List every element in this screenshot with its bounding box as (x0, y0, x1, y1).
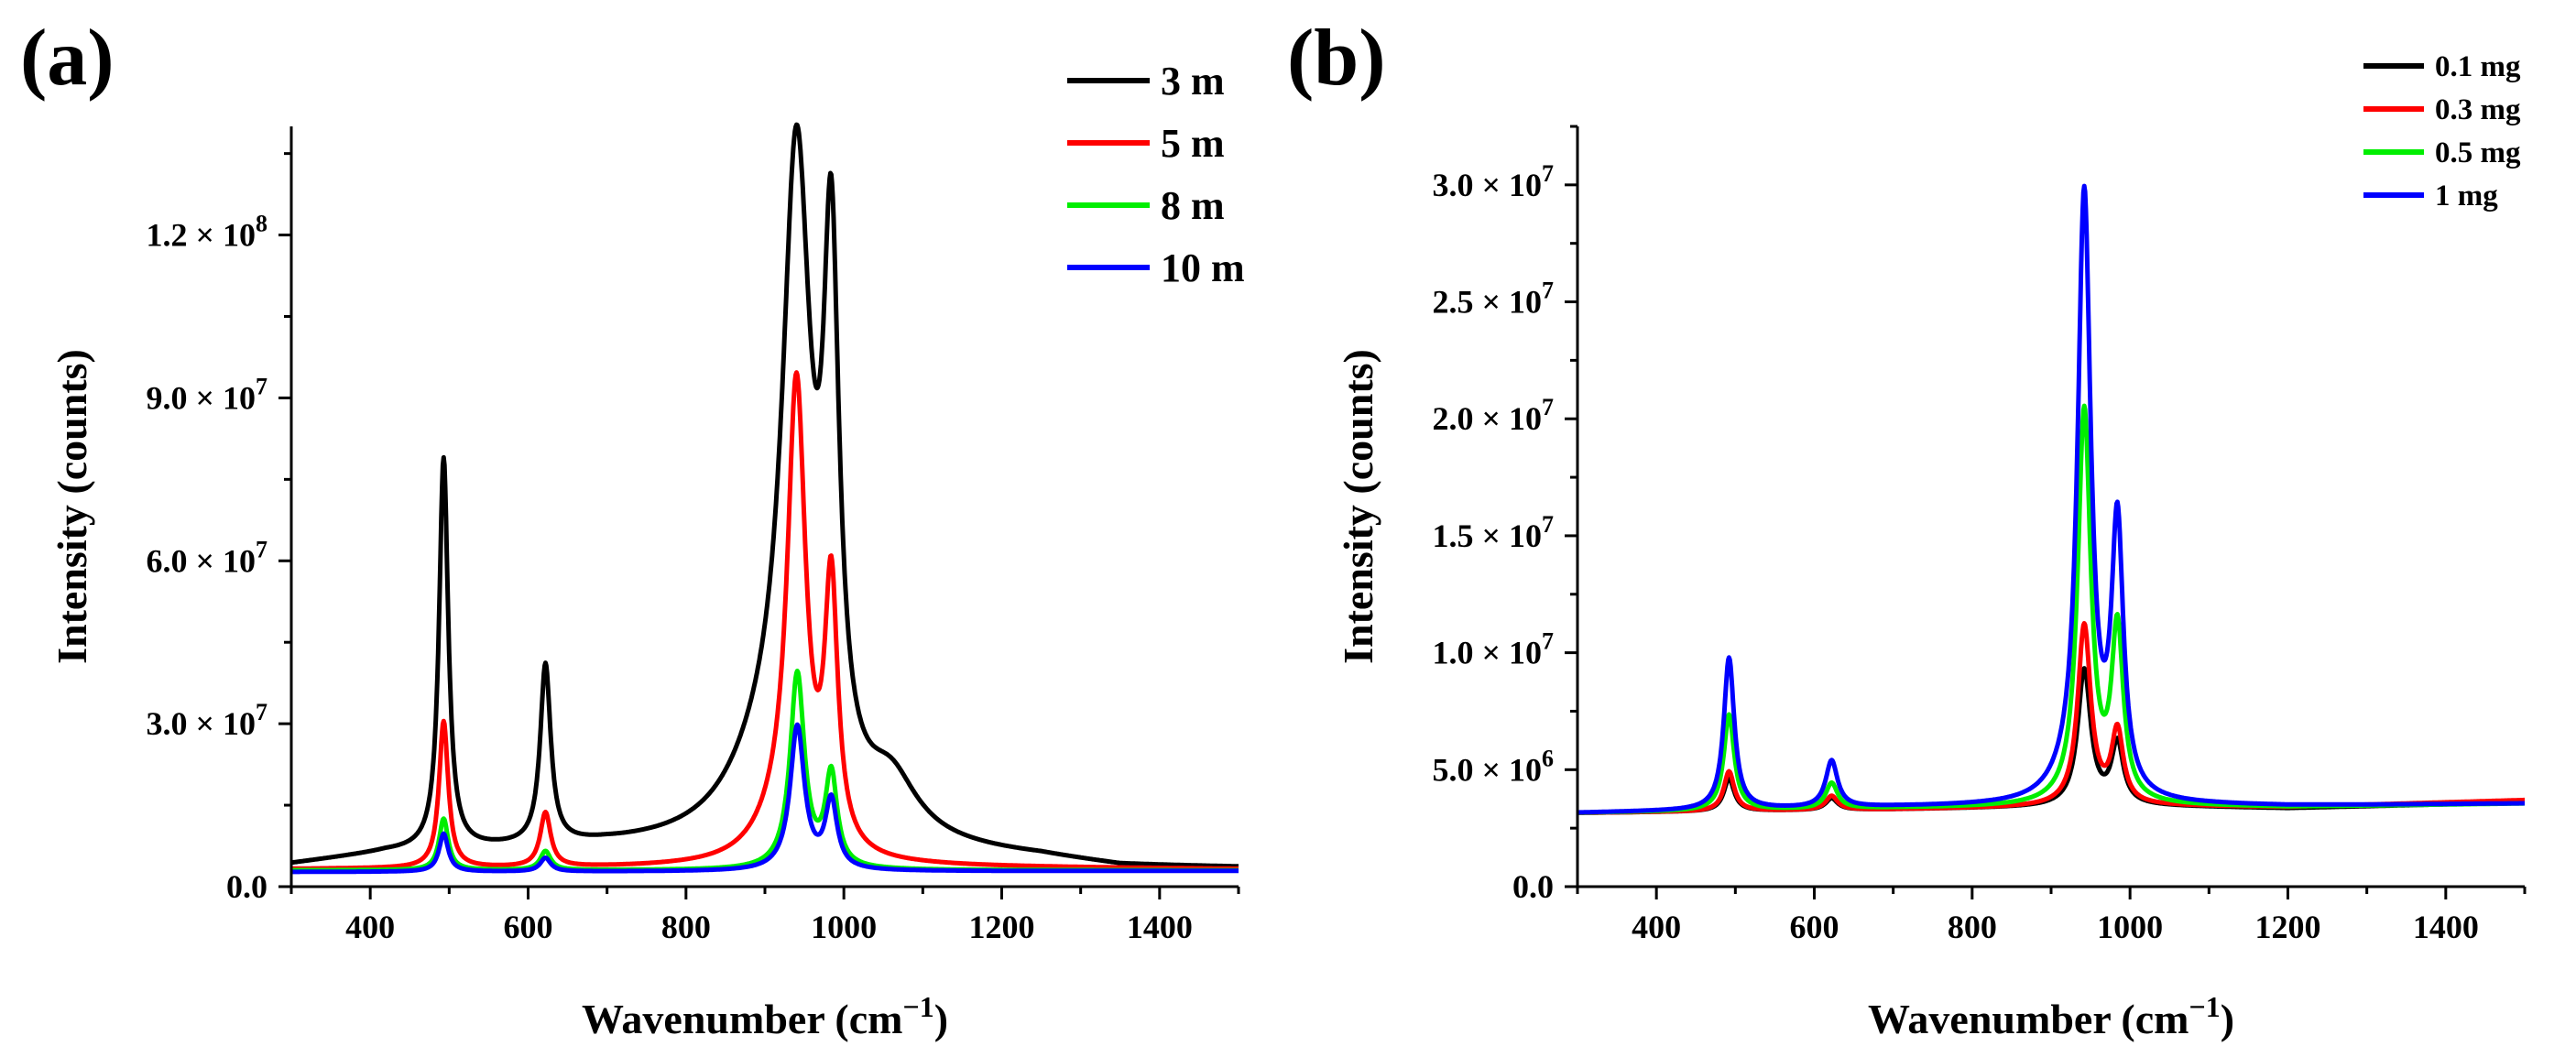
legend-label: 0.3 mg (2435, 93, 2521, 126)
y-tick-exponent: 7 (1542, 160, 1554, 187)
x-tick-label: 1400 (1127, 909, 1193, 945)
series-line (289, 122, 1240, 869)
y-tick-exponent: 8 (256, 211, 267, 237)
legend: 3 m 5 m 8 m 10 m (1067, 59, 1245, 290)
y-tick-label: 0.0 (226, 868, 267, 905)
legend-label: 8 m (1161, 183, 1225, 228)
x-axis-title-text: Wavenumber (cm (1868, 996, 2189, 1042)
y-tick-exponent: 7 (1542, 394, 1554, 420)
y-tick-mantissa: 5.0 × 10 (1432, 751, 1542, 788)
series-line (1576, 666, 2527, 815)
y-tick-exponent: 7 (1542, 511, 1554, 538)
x-axis-title-sup: −1 (902, 990, 933, 1023)
y-tick-label: 1.0 × 107 (1432, 628, 1554, 671)
y-tick-label: 2.0 × 107 (1432, 394, 1554, 437)
legend-label: 3 m (1161, 59, 1225, 104)
panel-label: (b) (1287, 14, 1386, 103)
y-tick-label: 2.5 × 107 (1432, 278, 1554, 321)
y-tick-exponent: 7 (256, 373, 267, 399)
y-tick-label: 1.2 × 108 (146, 211, 267, 254)
legend-label: 0.5 mg (2435, 136, 2521, 169)
x-axis-title: Wavenumber (cm−1) (582, 990, 948, 1042)
x-axis-title-text: Wavenumber (cm (582, 996, 903, 1042)
x-axis-title: Wavenumber (cm−1) (1868, 990, 2234, 1042)
x-tick-label: 600 (504, 909, 553, 945)
y-tick-mantissa: 1.5 × 10 (1432, 518, 1542, 554)
x-ticks: 400 600 800 1000 1200 1400 (1576, 887, 2527, 945)
x-tick-label: 600 (1790, 909, 1839, 945)
x-axis-title-close: ) (2221, 996, 2234, 1042)
series-line (289, 370, 1240, 871)
y-tick-exponent: 7 (256, 699, 267, 725)
x-tick-label: 1000 (2097, 909, 2163, 945)
y-tick-mantissa: 9.0 × 10 (146, 379, 256, 416)
y-tick-label: 1.5 × 107 (1432, 511, 1554, 554)
plot-area (1576, 183, 2527, 815)
legend-label: 0.1 mg (2435, 50, 2521, 83)
y-tick-exponent: 7 (1542, 278, 1554, 304)
panel-a: (a) 400 600 800 1000 1200 1400 0.03.0 × 1076.… (20, 14, 1245, 1042)
y-tick-label: 5.0 × 106 (1432, 745, 1554, 788)
y-tick-label: 3.0 × 107 (1432, 160, 1554, 203)
series-line (289, 722, 1240, 875)
y-tick-mantissa: 1.0 × 10 (1432, 635, 1542, 671)
y-tick-label: 0.0 (1512, 868, 1554, 905)
x-tick-label: 400 (1632, 909, 1681, 945)
legend-label: 5 m (1161, 121, 1225, 166)
y-tick-label: 9.0 × 107 (146, 373, 267, 416)
y-tick-mantissa: 3.0 × 10 (1432, 167, 1542, 203)
x-tick-label: 1000 (811, 909, 877, 945)
y-tick-mantissa: 1.2 × 10 (146, 217, 256, 254)
y-tick-mantissa: 2.5 × 10 (1432, 284, 1542, 321)
y-tick-mantissa: 2.0 × 10 (1432, 400, 1542, 437)
y-tick-mantissa: 0.0 (1512, 868, 1554, 905)
y-tick-label: 3.0 × 107 (146, 699, 267, 742)
y-tick-label: 6.0 × 107 (146, 536, 267, 579)
x-tick-label: 1200 (969, 909, 1035, 945)
x-tick-label: 1400 (2413, 909, 2479, 945)
legend: 0.1 mg 0.3 mg 0.5 mg 1 mg (2363, 50, 2521, 212)
x-axis-title-sup: −1 (2189, 990, 2220, 1023)
y-tick-mantissa: 3.0 × 10 (146, 705, 256, 742)
panel-b: (b) 400 600 800 1000 1200 1400 0.0 5.0 × 106 1.… (1287, 14, 2527, 1042)
y-tick-mantissa: 6.0 × 10 (146, 542, 256, 579)
y-tick-exponent: 6 (1542, 745, 1554, 771)
y-axis-title: Intensity (counts) (1335, 349, 1381, 664)
series-line (1576, 183, 2527, 815)
plot-area (289, 122, 1240, 875)
x-tick-label: 1200 (2255, 909, 2321, 945)
legend-label: 10 m (1161, 245, 1245, 290)
y-tick-exponent: 7 (1542, 628, 1554, 655)
y-axis-title: Intensity (counts) (49, 349, 95, 664)
legend-label: 1 mg (2435, 180, 2498, 212)
panel-label: (a) (20, 14, 115, 103)
x-ticks: 400 600 800 1000 1200 1400 (289, 887, 1240, 945)
x-tick-label: 800 (661, 909, 711, 945)
y-tick-exponent: 7 (256, 536, 267, 562)
x-axis-title-close: ) (934, 996, 948, 1042)
y-tick-mantissa: 0.0 (226, 868, 267, 905)
x-tick-label: 400 (345, 909, 395, 945)
x-tick-label: 800 (1948, 909, 1997, 945)
